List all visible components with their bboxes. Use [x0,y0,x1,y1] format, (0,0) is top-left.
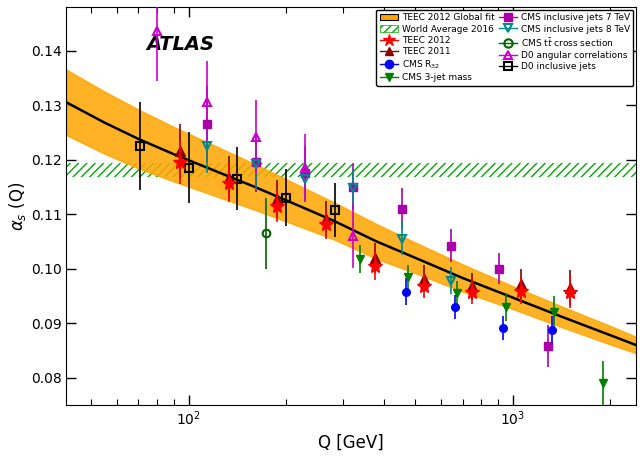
X-axis label: Q [GeV]: Q [GeV] [318,434,384,452]
Y-axis label: $\alpha_s$ (Q): $\alpha_s$ (Q) [7,181,28,231]
Text: ATLAS: ATLAS [147,35,214,54]
Legend: TEEC 2012 Global fit, World Average 2016, TEEC 2012, TEEC 2011, CMS R$_{32}$, CM: TEEC 2012 Global fit, World Average 2016… [376,10,633,86]
